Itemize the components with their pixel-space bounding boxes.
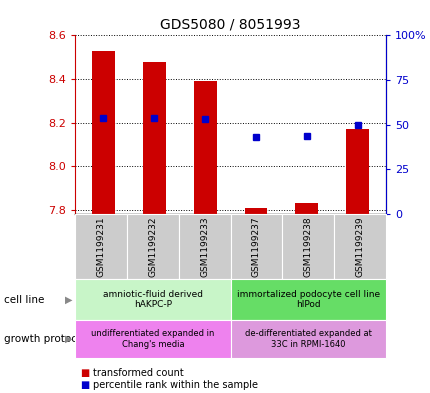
Text: percentile rank within the sample: percentile rank within the sample (92, 380, 257, 390)
Text: ■: ■ (80, 380, 89, 390)
Title: GDS5080 / 8051993: GDS5080 / 8051993 (160, 17, 300, 31)
Bar (92, 51, 114, 214)
Text: transformed count: transformed count (92, 368, 183, 378)
Text: ▶: ▶ (65, 295, 73, 305)
Text: de-differentiated expanded at
33C in RPMI-1640: de-differentiated expanded at 33C in RPM… (244, 329, 371, 349)
Text: growth protocol: growth protocol (4, 334, 86, 344)
Text: GSM1199238: GSM1199238 (303, 216, 312, 277)
Text: amniotic-fluid derived
hAKPC-P: amniotic-fluid derived hAKPC-P (103, 290, 203, 309)
Text: ■: ■ (80, 368, 89, 378)
Text: GSM1199233: GSM1199233 (200, 216, 209, 277)
Text: GSM1199239: GSM1199239 (355, 216, 363, 277)
Text: GSM1199231: GSM1199231 (97, 216, 105, 277)
Bar (295, 203, 318, 214)
Text: undifferentiated expanded in
Chang's media: undifferentiated expanded in Chang's med… (91, 329, 214, 349)
Bar (193, 81, 216, 214)
Text: cell line: cell line (4, 295, 45, 305)
Bar (346, 129, 369, 214)
Text: GSM1199232: GSM1199232 (148, 217, 157, 277)
Text: GSM1199237: GSM1199237 (252, 216, 260, 277)
Text: ▶: ▶ (65, 334, 73, 344)
Text: immortalized podocyte cell line
hIPod: immortalized podocyte cell line hIPod (236, 290, 379, 309)
Bar (142, 62, 166, 214)
Bar (244, 208, 267, 214)
